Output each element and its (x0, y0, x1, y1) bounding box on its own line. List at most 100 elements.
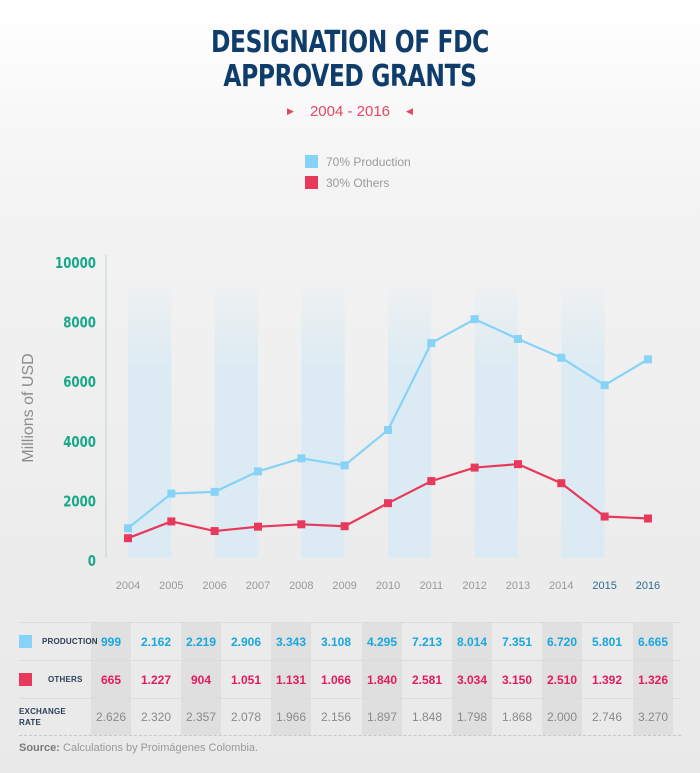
chart-subtitle: ▶ 2004 - 2016 ◀ (0, 103, 700, 120)
table-cell: 1.966 (271, 699, 311, 735)
table-cell: 3.034 (452, 661, 492, 698)
table-cell: 1.848 (411, 710, 443, 724)
background-band (474, 288, 518, 558)
data-point (340, 522, 349, 531)
data-point (253, 522, 262, 531)
x-tick-label: 2006 (202, 580, 226, 592)
data-point (340, 461, 349, 470)
data-point (167, 489, 176, 498)
row-label: OTHERS (48, 675, 83, 684)
data-point (297, 520, 306, 529)
y-tick-label: 10000 (55, 254, 96, 272)
table-cell: 6.665 (633, 623, 673, 660)
data-point (383, 499, 392, 508)
table-cell: 999 (91, 623, 131, 660)
title-line-1: DESIGNATION OF FDC (211, 25, 489, 60)
data-point (253, 467, 262, 476)
table-cell: 7.213 (411, 634, 443, 649)
data-point (600, 512, 609, 521)
x-tick-label: 2016 (636, 580, 660, 592)
legend-label: 30% Others (326, 175, 390, 190)
row-label: EXCHANGE RATE (19, 706, 66, 728)
data-point (210, 487, 219, 496)
table-cell: 3.150 (501, 672, 533, 687)
x-tick-label: 2005 (159, 580, 183, 592)
table-cell: 2.510 (542, 661, 582, 698)
title-line-2: APPROVED GRANTS (223, 59, 477, 94)
table-row-production: PRODUCTION 999 2.162 2.219 2.906 3.343 3.108 4… (19, 622, 681, 660)
data-point (427, 477, 436, 486)
background-band (301, 288, 345, 558)
x-tick-label: 2007 (246, 580, 270, 592)
table-cell: 1.392 (591, 672, 623, 687)
table-cell: 3.270 (633, 699, 673, 735)
y-tick-label: 4000 (63, 433, 96, 451)
background-band (128, 288, 172, 558)
data-point (643, 514, 652, 523)
table-cell: 2.156 (320, 710, 352, 724)
table-cell: 665 (91, 661, 131, 698)
background-band (561, 288, 605, 558)
x-tick-label: 2009 (332, 580, 356, 592)
source-label: Source: (19, 742, 60, 754)
source-note: Source: Calculations by Proimágenes Colo… (19, 742, 258, 754)
x-tick-label: 2008 (289, 580, 313, 592)
data-point (427, 339, 436, 348)
data-point (124, 534, 132, 543)
production-swatch-icon (19, 635, 32, 648)
triangle-right-icon: ▶ (287, 106, 294, 116)
table-cell: 2.626 (91, 699, 131, 735)
row-label: PRODUCTION (42, 637, 98, 646)
chart-title: DESIGNATION OF FDC APPROVED GRANTS (77, 26, 623, 94)
legend: 70% Production 30% Others (305, 151, 411, 193)
data-point (167, 517, 176, 526)
table-cell: 2.581 (411, 672, 443, 687)
table-cell: 2.357 (181, 699, 221, 735)
series-production (124, 315, 652, 533)
data-point (383, 426, 392, 435)
row-label-line-1: EXCHANGE (19, 707, 66, 716)
data-point (513, 460, 522, 469)
table-cell: 1.066 (320, 672, 352, 687)
source-text: Calculations by Proimágenes Colombia. (59, 742, 259, 754)
triangle-left-icon: ◀ (406, 106, 413, 116)
others-swatch-icon (305, 176, 318, 189)
legend-item-production: 70% Production (305, 151, 411, 172)
background-band (387, 288, 432, 558)
table-cell: 1.897 (362, 699, 402, 735)
table-cell: 5.801 (591, 634, 623, 649)
others-swatch-icon (19, 673, 32, 686)
x-tick-label: 2014 (549, 580, 573, 592)
data-point (643, 355, 652, 364)
table-cell: 1.051 (230, 672, 262, 687)
table-cell: 3.343 (271, 623, 311, 660)
data-point (124, 524, 132, 533)
table-cell: 2.906 (230, 634, 262, 649)
data-point (470, 315, 479, 324)
data-point (557, 353, 566, 362)
table-cell: 6.720 (542, 623, 582, 660)
x-tick-label: 2004 (116, 580, 140, 592)
row-label-line-2: RATE (19, 718, 41, 727)
table-cell: 1.227 (140, 672, 172, 687)
table-cell: 3.108 (320, 634, 352, 649)
x-tick-label: 2013 (506, 580, 530, 592)
y-axis-label: Millions of USD (20, 353, 37, 462)
data-point (600, 381, 609, 390)
table-cell: 2.000 (542, 699, 582, 735)
table-cell: 904 (181, 661, 221, 698)
data-point (557, 479, 566, 488)
legend-item-others: 30% Others (305, 172, 411, 193)
data-point (210, 527, 219, 536)
line-chart: Millions of USD 0 2000 4000 6000 8000 10000 2… (20, 254, 660, 592)
x-tick-label: 2012 (462, 580, 486, 592)
legend-label: 70% Production (326, 154, 411, 169)
data-point (297, 454, 306, 463)
table-cell: 1.840 (362, 661, 402, 698)
table-cell: 2.078 (230, 710, 262, 724)
x-tick-label: 2011 (419, 580, 443, 592)
data-point (513, 334, 522, 343)
data-table: PRODUCTION 999 2.162 2.219 2.906 3.343 3.108 4… (19, 622, 681, 736)
y-tick-label: 6000 (63, 373, 96, 391)
table-cell: 1.868 (501, 710, 533, 724)
